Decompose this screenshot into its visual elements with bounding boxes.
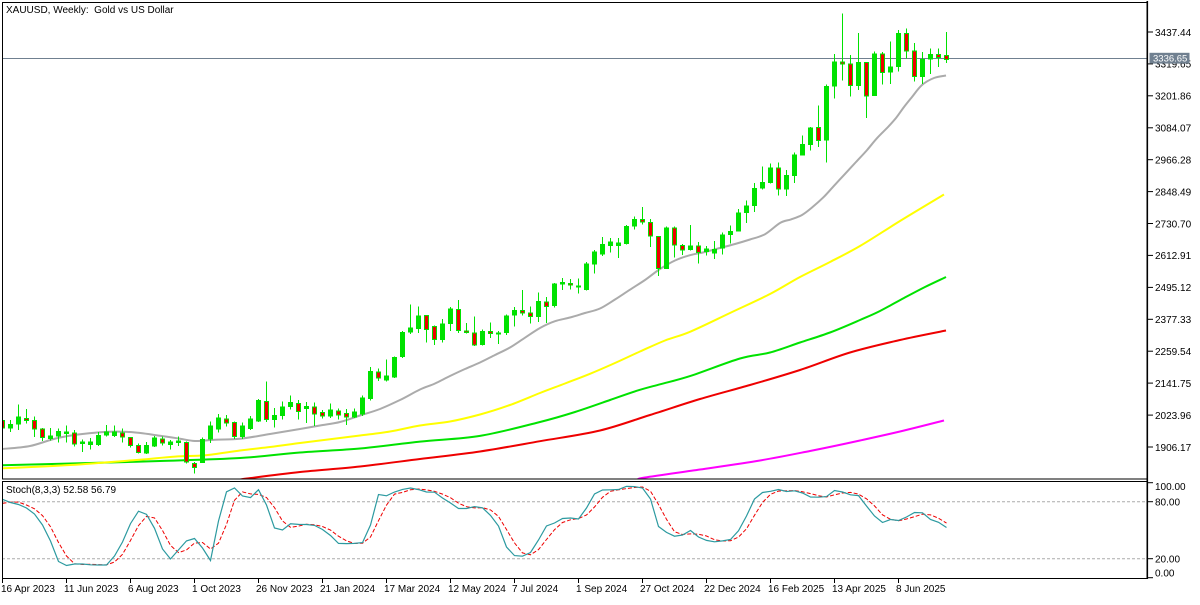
svg-text:2141.75: 2141.75 bbox=[1155, 379, 1192, 390]
svg-text:80.00: 80.00 bbox=[1155, 498, 1180, 509]
svg-text:2612.91: 2612.91 bbox=[1155, 251, 1192, 262]
svg-text:22 Dec 2024: 22 Dec 2024 bbox=[704, 584, 761, 595]
svg-text:3319.65: 3319.65 bbox=[1155, 60, 1192, 71]
svg-text:16 Apr 2023: 16 Apr 2023 bbox=[1, 584, 55, 595]
svg-text:21 Jan 2024: 21 Jan 2024 bbox=[320, 584, 375, 595]
svg-text:27 Oct 2024: 27 Oct 2024 bbox=[640, 584, 695, 595]
svg-text:3437.44: 3437.44 bbox=[1155, 28, 1192, 39]
svg-text:2259.54: 2259.54 bbox=[1155, 347, 1192, 358]
svg-text:Stoch(8,3,3) 52.58 56.79: Stoch(8,3,3) 52.58 56.79 bbox=[6, 485, 117, 496]
svg-text:16 Feb 2025: 16 Feb 2025 bbox=[768, 584, 825, 595]
svg-text:13 Apr 2025: 13 Apr 2025 bbox=[832, 584, 886, 595]
svg-text:1 Oct 2023: 1 Oct 2023 bbox=[192, 584, 241, 595]
svg-text:2848.49: 2848.49 bbox=[1155, 187, 1192, 198]
svg-text:0.00: 0.00 bbox=[1155, 568, 1175, 579]
svg-text:7 Jul 2024: 7 Jul 2024 bbox=[512, 584, 559, 595]
svg-text:2730.70: 2730.70 bbox=[1155, 219, 1192, 230]
svg-text:11 Jun 2023: 11 Jun 2023 bbox=[64, 584, 119, 595]
svg-text:1906.17: 1906.17 bbox=[1155, 443, 1192, 454]
svg-text:1 Sep 2024: 1 Sep 2024 bbox=[576, 584, 628, 595]
svg-text:100.00: 100.00 bbox=[1155, 482, 1186, 493]
svg-text:6 Aug 2023: 6 Aug 2023 bbox=[128, 584, 179, 595]
svg-text:12 May 2024: 12 May 2024 bbox=[448, 584, 506, 595]
svg-text:3201.86: 3201.86 bbox=[1155, 92, 1192, 103]
svg-text:2377.33: 2377.33 bbox=[1155, 315, 1192, 326]
svg-text:8 Jun 2025: 8 Jun 2025 bbox=[896, 584, 946, 595]
svg-text:2495.12: 2495.12 bbox=[1155, 283, 1192, 294]
svg-text:20.00: 20.00 bbox=[1155, 555, 1180, 566]
svg-text:3336.65: 3336.65 bbox=[1153, 53, 1187, 64]
svg-text:3084.07: 3084.07 bbox=[1155, 124, 1192, 135]
svg-text:2023.96: 2023.96 bbox=[1155, 411, 1192, 422]
svg-text:XAUUSD, Weekly: Gold vs US Do: XAUUSD, Weekly: Gold vs US Dollar bbox=[6, 5, 174, 16]
svg-text:2966.28: 2966.28 bbox=[1155, 156, 1192, 167]
svg-text:26 Nov 2023: 26 Nov 2023 bbox=[256, 584, 313, 595]
svg-text:17 Mar 2024: 17 Mar 2024 bbox=[384, 584, 441, 595]
